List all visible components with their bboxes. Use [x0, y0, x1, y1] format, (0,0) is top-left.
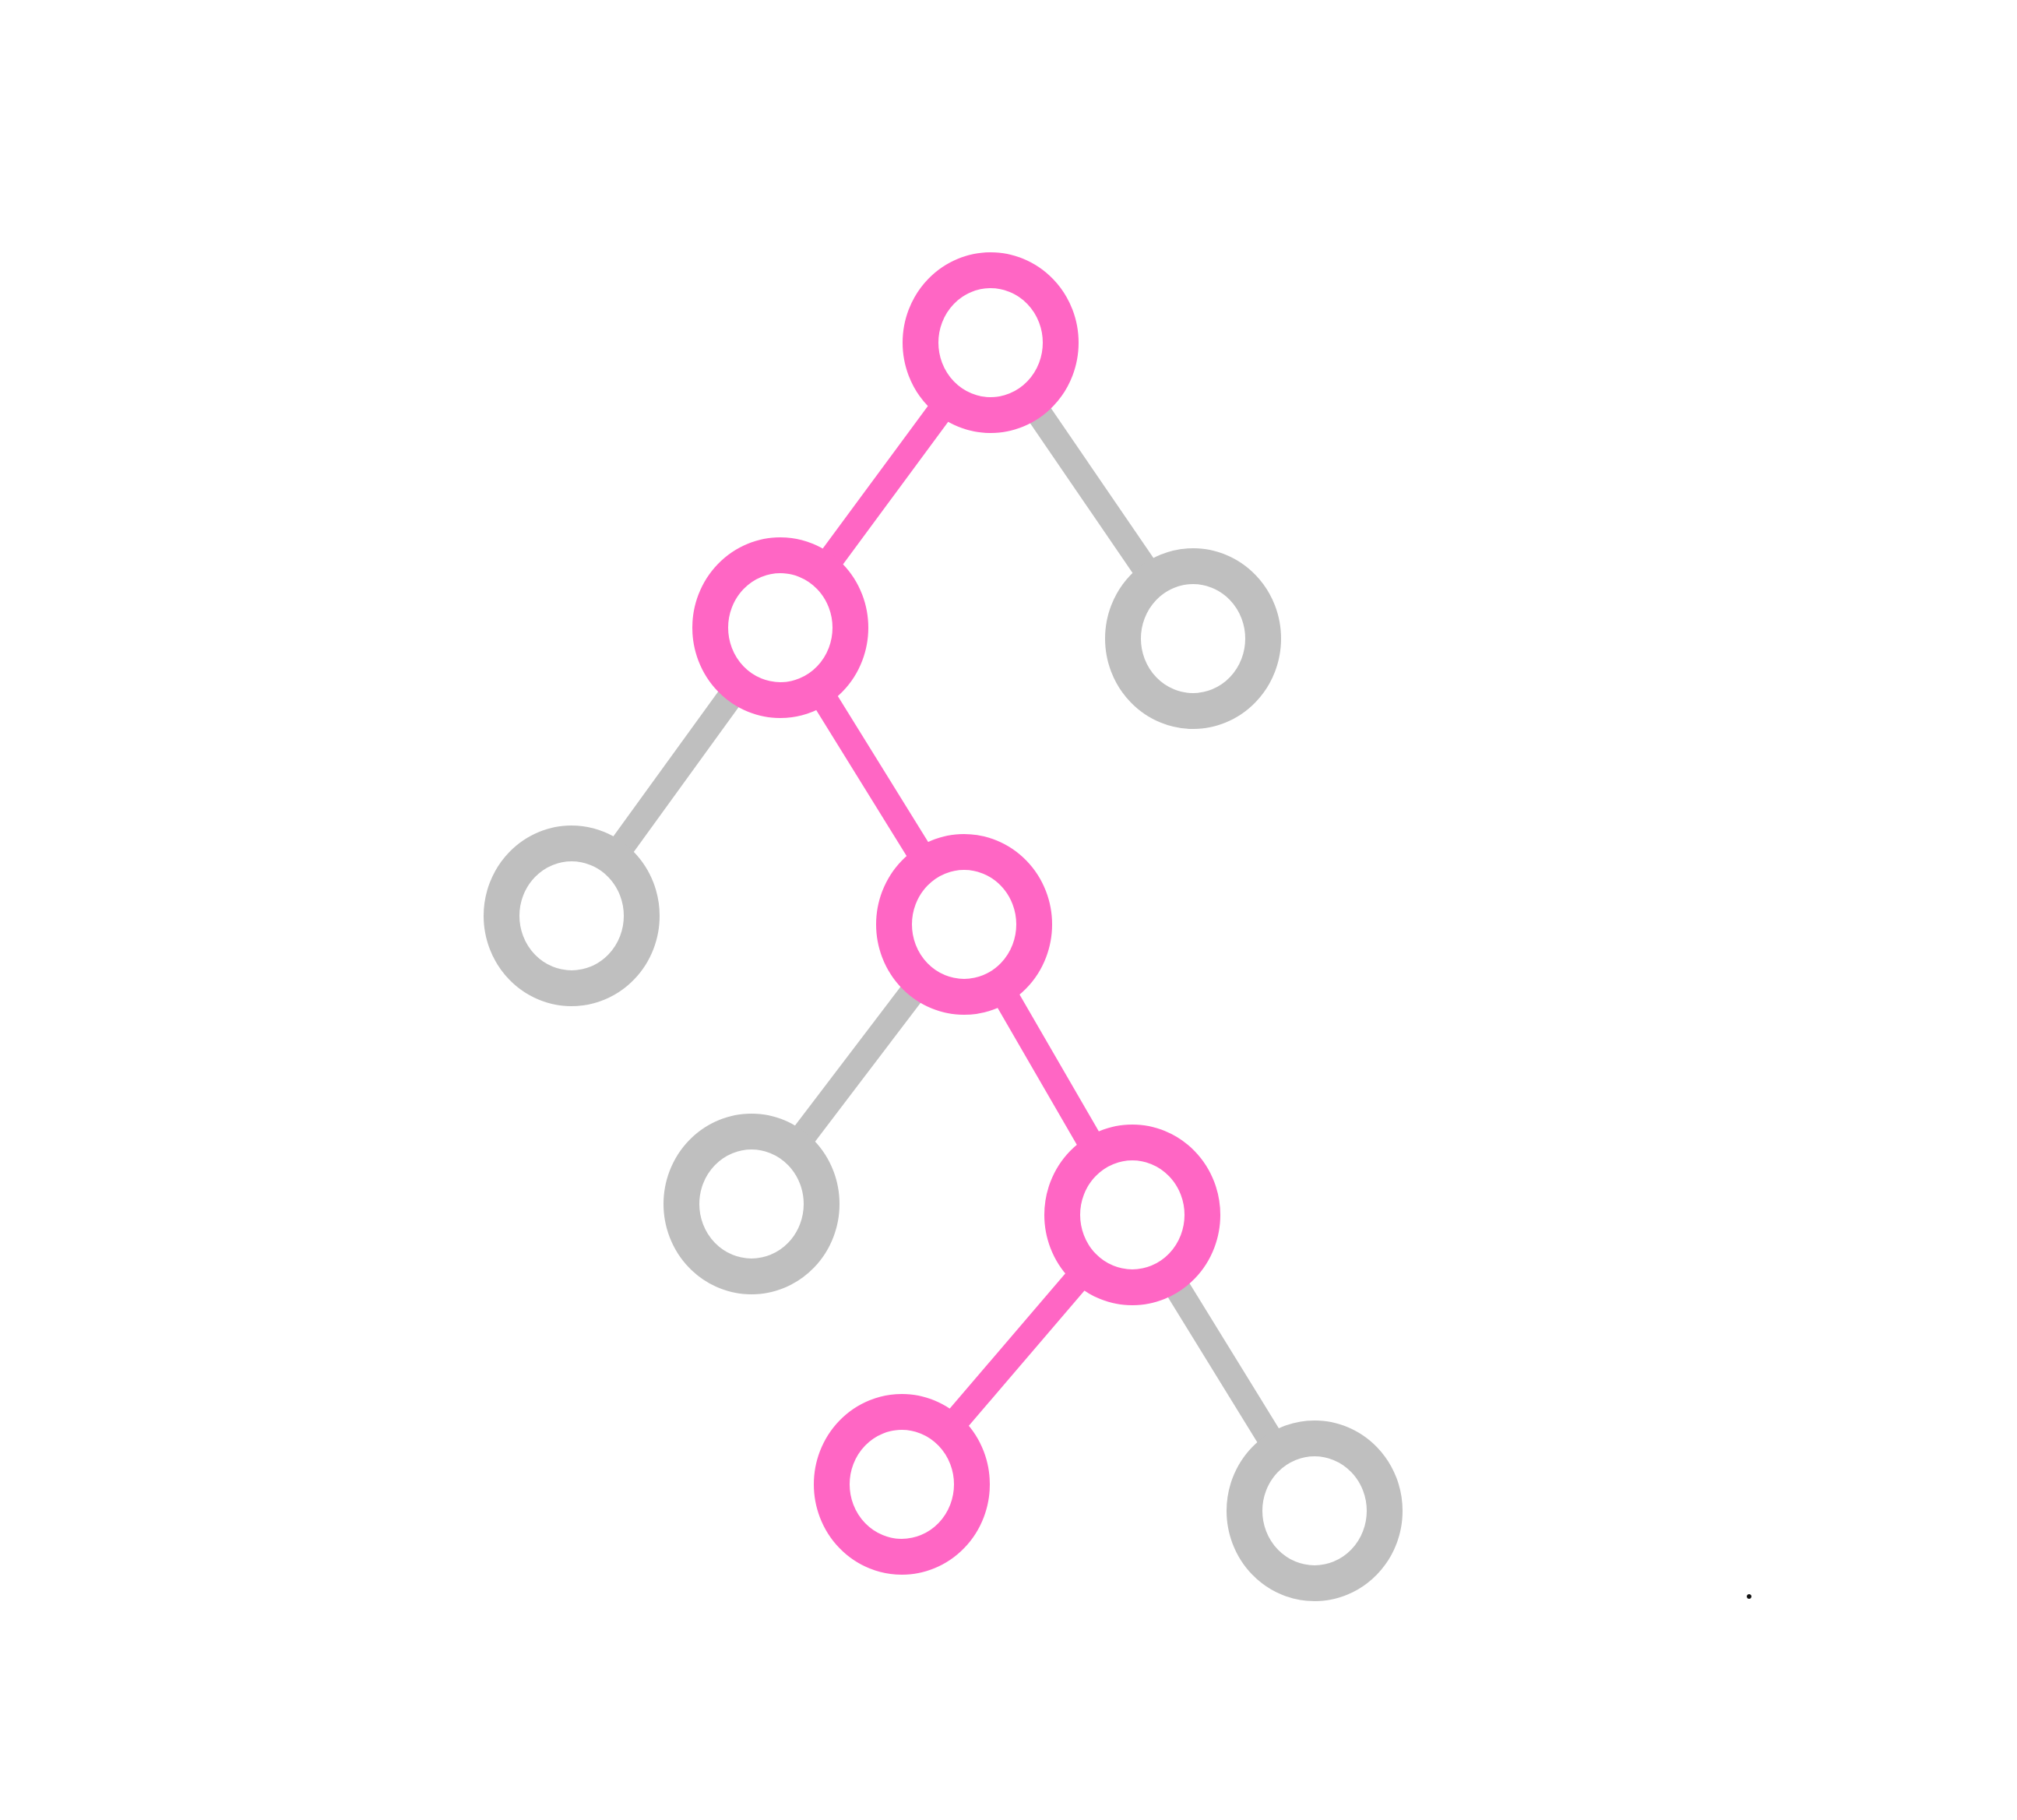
node-root-left	[692, 537, 868, 718]
node-root-left-right-right	[1044, 1125, 1220, 1305]
node-root-left-right-right-left	[814, 1394, 990, 1575]
node-root-left-right	[876, 834, 1052, 1015]
stray-dot-mark	[1747, 1594, 1751, 1599]
node-root-left-right-right-right	[1227, 1420, 1403, 1601]
node-root-right	[1105, 548, 1281, 729]
nodes-layer	[484, 252, 1403, 1601]
node-root-left-right-left	[664, 1114, 840, 1294]
node-root	[903, 252, 1079, 433]
node-root-left-left	[484, 826, 660, 1006]
